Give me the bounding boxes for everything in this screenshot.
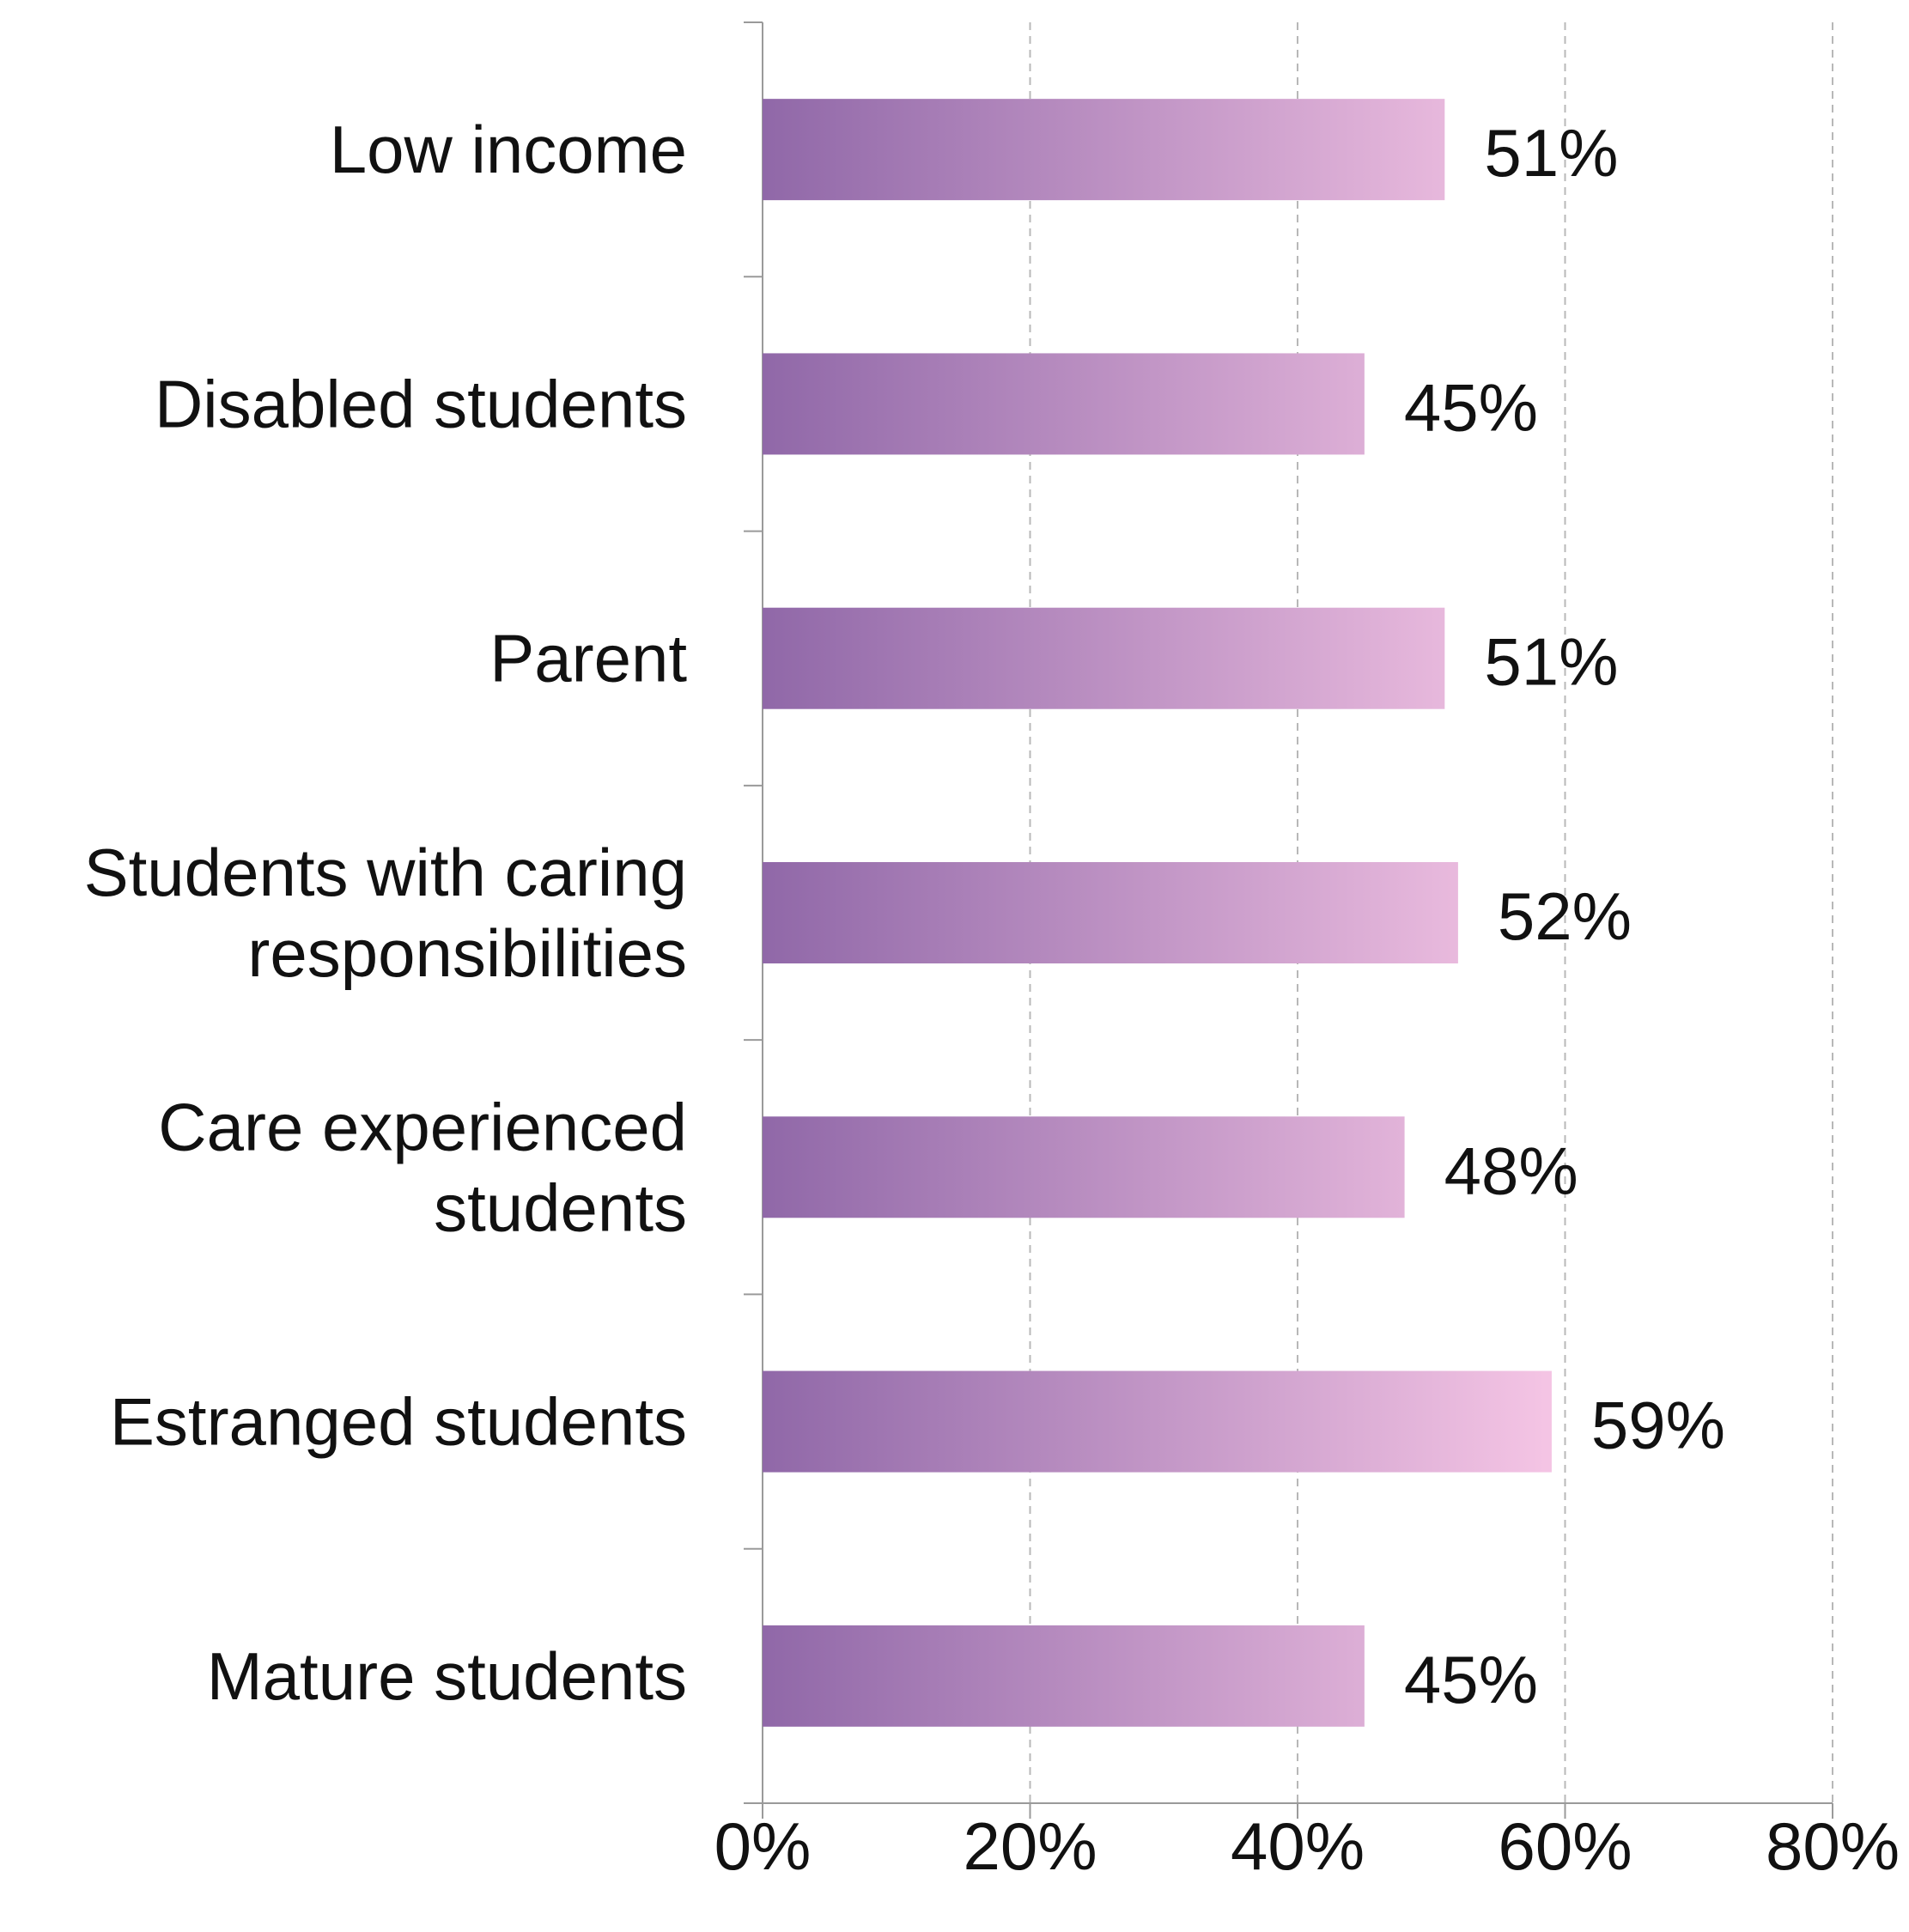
bar <box>763 862 1458 963</box>
category-label: Care experienced students <box>158 1089 687 1245</box>
data-label: 51% <box>1484 624 1618 700</box>
bar <box>763 353 1365 455</box>
bar <box>763 99 1445 201</box>
category-label: Students with caring responsibilities <box>84 835 687 991</box>
category-label: Low income <box>330 112 687 187</box>
data-label: 45% <box>1404 369 1538 445</box>
x-tick-label: 40% <box>1231 1808 1365 1884</box>
bars <box>763 99 1552 1727</box>
bar <box>763 607 1445 709</box>
data-label: 45% <box>1404 1642 1538 1717</box>
labels: 0% 20% 40% 60% 80% 51% Low income 45% Disabled s… <box>84 112 1900 1884</box>
x-tick-label: 20% <box>963 1808 1097 1884</box>
category-label: Mature students <box>207 1638 687 1714</box>
x-tick-label: 80% <box>1766 1808 1900 1884</box>
x-tick-label: 0% <box>714 1808 812 1884</box>
bar <box>763 1370 1552 1473</box>
category-label: Parent <box>489 621 687 696</box>
data-label: 52% <box>1498 878 1632 954</box>
gridlines <box>1029 22 1833 1803</box>
x-tick-label: 60% <box>1498 1808 1632 1884</box>
bar <box>763 1625 1365 1727</box>
category-label: Disabled students <box>155 366 687 441</box>
data-label: 51% <box>1484 115 1618 191</box>
bar <box>763 1116 1405 1218</box>
data-label: 48% <box>1444 1133 1578 1208</box>
category-label: Estranged students <box>110 1384 687 1460</box>
data-label: 59% <box>1591 1388 1725 1463</box>
